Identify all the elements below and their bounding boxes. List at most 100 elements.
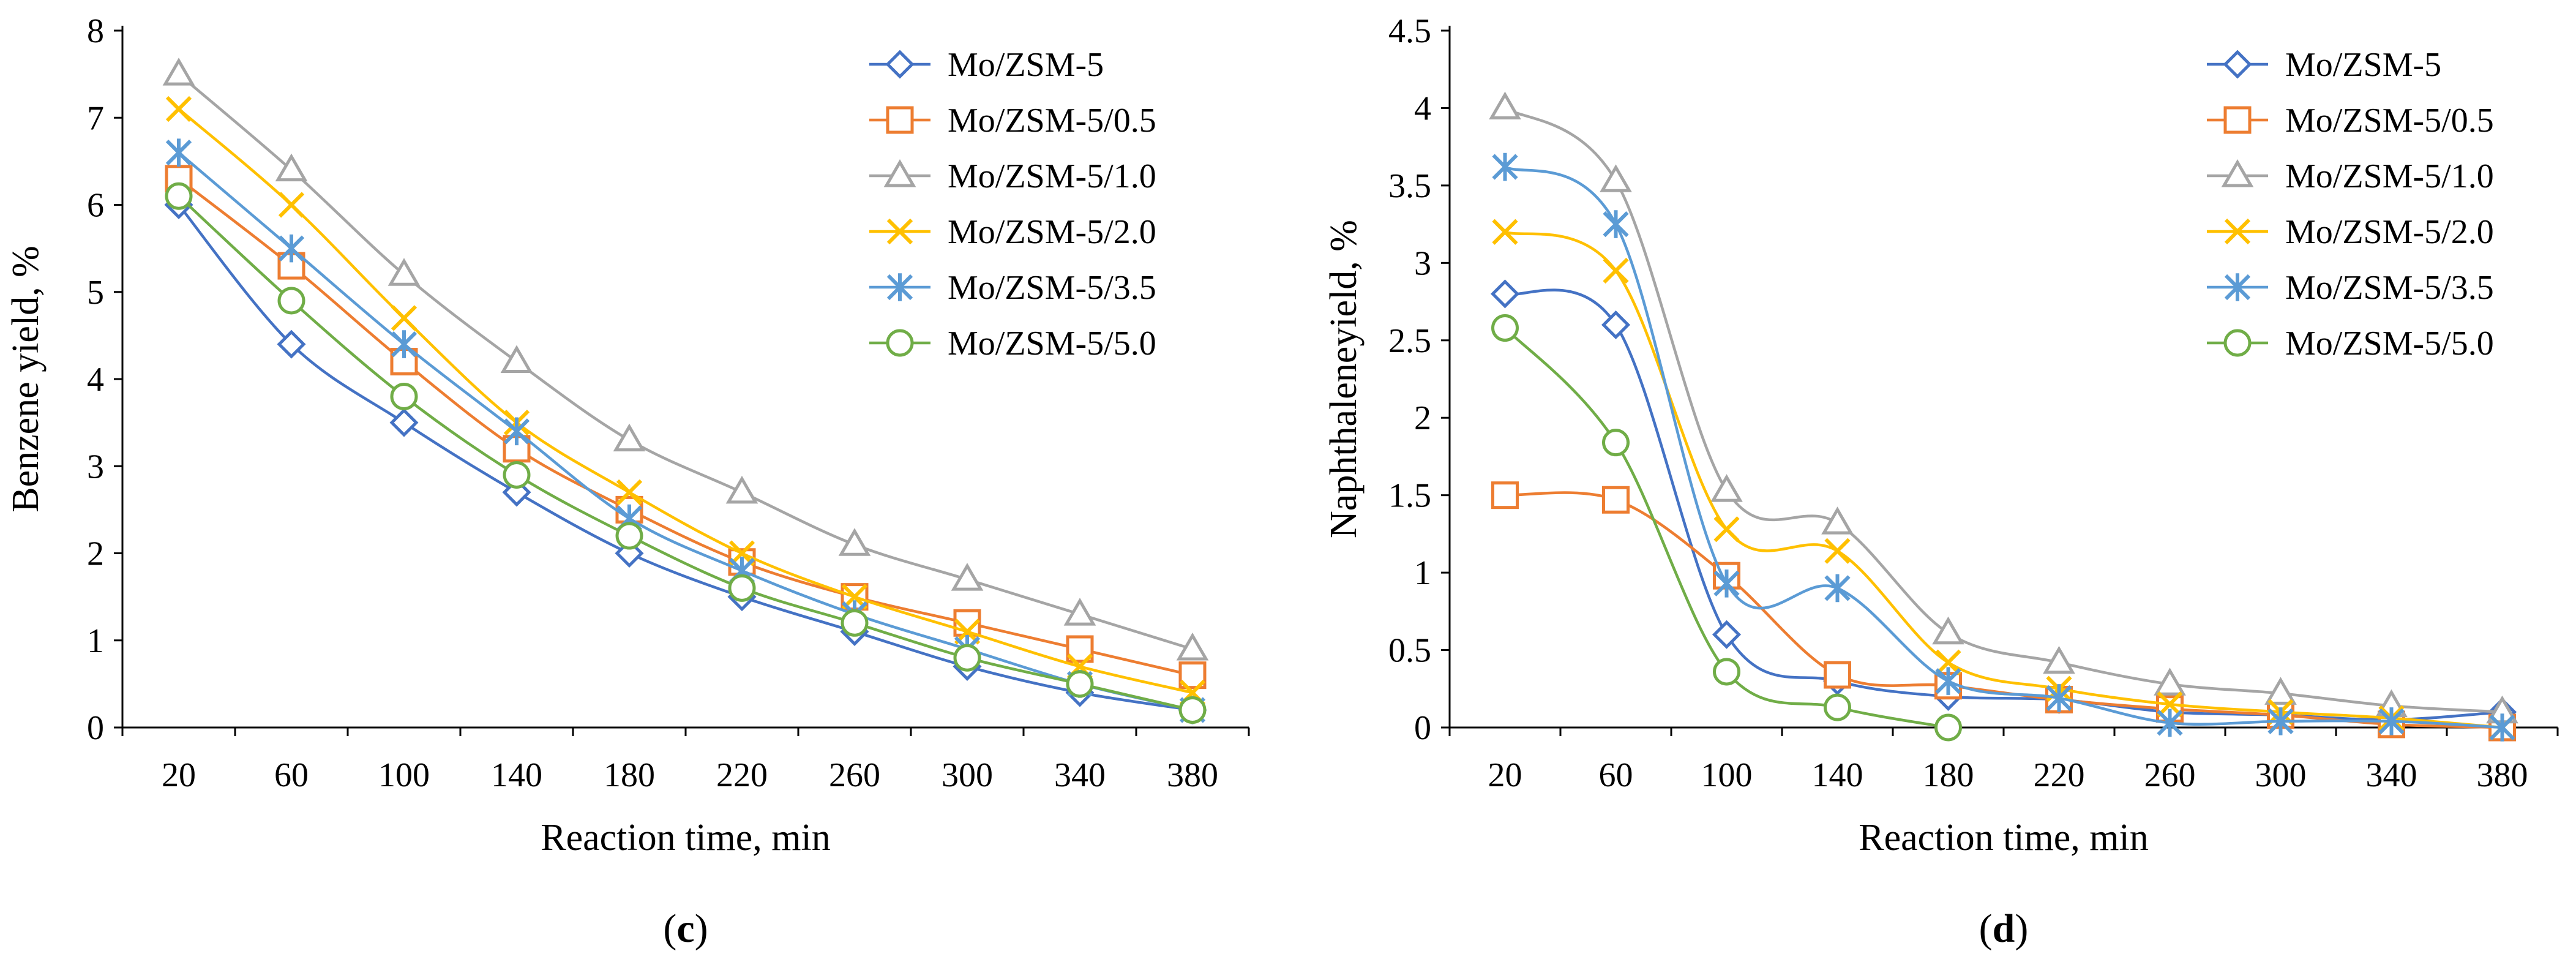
legend-marker-square bbox=[2223, 106, 2252, 134]
legend: Mo/ZSM-5 Mo/ZSM-5/0.5 Mo/ZSM-5/1.0 Mo/ZSM-5… bbox=[2207, 46, 2494, 363]
data-point-square bbox=[1491, 481, 1519, 509]
legend-marker-star bbox=[886, 273, 913, 301]
data-point-circle bbox=[390, 382, 418, 410]
panel-label: (c) bbox=[663, 906, 708, 951]
series-line bbox=[178, 178, 1193, 677]
y-tick-label: 0 bbox=[87, 709, 104, 747]
data-point-circle bbox=[953, 644, 981, 672]
chart-panel-c: 0 1 2 3 4 5 6 7 8 20 60 100 140 180 220 260 300 340 380 Rea… bbox=[5, 12, 1250, 951]
chart-panel-d: 0 0.5 1 1.5 2 2.5 3 3.5 4 4.5 20 60 100 140 180 220 260 3… bbox=[1323, 12, 2559, 951]
data-point-circle bbox=[1491, 314, 1519, 342]
legend-marker-x bbox=[2224, 218, 2251, 245]
legend-item: Mo/ZSM-5/3.5 bbox=[869, 269, 1156, 307]
legend-label: Mo/ZSM-5/5.0 bbox=[948, 325, 1156, 363]
data-point-triangle bbox=[500, 345, 533, 374]
x-tick-label: 380 bbox=[1167, 756, 1218, 794]
x-tick-label: 180 bbox=[604, 756, 655, 794]
legend-label: Mo/ZSM-5/2.0 bbox=[948, 213, 1156, 251]
x-tick-label: 20 bbox=[1488, 756, 1522, 794]
data-point-triangle bbox=[613, 423, 646, 452]
legend-label: Mo/ZSM-5/2.0 bbox=[2285, 213, 2494, 251]
data-point-circle bbox=[1713, 658, 1740, 686]
data-point-triangle bbox=[1821, 506, 1854, 535]
y-axis-title: Naphthaleneyield, % bbox=[1323, 220, 1365, 538]
x-axis-title: Reaction time, min bbox=[541, 817, 831, 859]
series-line bbox=[1504, 165, 2503, 729]
data-point-diamond bbox=[1601, 310, 1631, 340]
legend-item: Mo/ZSM-5/3.5 bbox=[2207, 269, 2494, 307]
data-point-x bbox=[391, 305, 417, 331]
data-point-circle bbox=[1178, 696, 1207, 724]
legend-marker-x bbox=[886, 218, 913, 245]
data-point-circle bbox=[1824, 693, 1851, 721]
y-tick-label: 2 bbox=[87, 535, 104, 573]
x-tick-label: 180 bbox=[1923, 756, 1974, 794]
x-tick-label: 300 bbox=[2255, 756, 2307, 794]
y-tick-label: 6 bbox=[87, 187, 104, 225]
legend-item: Mo/ZSM-5 bbox=[869, 46, 1104, 84]
data-point-triangle bbox=[1489, 91, 1521, 119]
x-tick-label: 100 bbox=[1701, 756, 1753, 794]
y-tick-label: 2.5 bbox=[1388, 322, 1431, 360]
data-point-star bbox=[1603, 210, 1629, 238]
data-point-triangle bbox=[2154, 667, 2186, 696]
x-tick-label: 380 bbox=[2477, 756, 2528, 794]
legend-item: Mo/ZSM-5/5.0 bbox=[2207, 325, 2494, 363]
x-tick-label: 140 bbox=[491, 756, 542, 794]
legend-item: Mo/ZSM-5/2.0 bbox=[2207, 213, 2494, 251]
data-point-triangle bbox=[162, 58, 195, 86]
data-point-diamond bbox=[1490, 279, 1520, 309]
data-point-star bbox=[1935, 667, 1961, 695]
y-axis-title: Benzene yield, % bbox=[5, 246, 47, 513]
y-tick-label: 4 bbox=[1414, 89, 1431, 127]
data-point-x bbox=[1492, 219, 1518, 245]
data-point-star bbox=[2046, 684, 2072, 712]
data-point-circle bbox=[165, 182, 193, 210]
series-line bbox=[1503, 326, 1949, 729]
data-point-star bbox=[1824, 574, 1851, 603]
panel-label: (d) bbox=[1979, 906, 2029, 951]
legend-marker-star bbox=[2224, 273, 2251, 301]
data-point-triangle bbox=[275, 153, 308, 182]
x-tick-label: 100 bbox=[378, 756, 430, 794]
data-point-triangle bbox=[838, 528, 871, 556]
legend-label: Mo/ZSM-5/0.5 bbox=[2285, 102, 2494, 140]
legend-marker-diamond bbox=[885, 50, 915, 79]
data-point-circle bbox=[1934, 713, 1962, 742]
data-point-star bbox=[1492, 152, 1518, 181]
data-point-star bbox=[2157, 709, 2183, 737]
series-mo-zsm-5-3-5 bbox=[1492, 152, 2515, 742]
x-tick-label: 20 bbox=[162, 756, 196, 794]
legend-label: Mo/ZSM-5/0.5 bbox=[948, 102, 1156, 140]
data-point-star bbox=[278, 234, 305, 263]
legend-item: Mo/ZSM-5/1.0 bbox=[869, 157, 1156, 195]
data-point-square bbox=[1824, 661, 1851, 689]
data-point-diamond bbox=[277, 329, 306, 359]
legend-label: Mo/ZSM-5/3.5 bbox=[2285, 269, 2494, 307]
legend-label: Mo/ZSM-5/1.0 bbox=[948, 157, 1156, 195]
data-point-x bbox=[1713, 516, 1740, 543]
legend-marker-circle bbox=[886, 329, 914, 357]
data-point-square bbox=[1602, 486, 1630, 514]
series-mo-zsm-5-5-0 bbox=[165, 182, 1207, 724]
legend-item: Mo/ZSM-5/0.5 bbox=[2207, 102, 2494, 140]
y-tick-label: 7 bbox=[87, 99, 104, 137]
data-point-x bbox=[616, 479, 643, 506]
legend-marker-diamond bbox=[2223, 50, 2252, 79]
data-point-triangle bbox=[2264, 677, 2297, 705]
series-line bbox=[1505, 491, 2503, 729]
y-tick-label: 3 bbox=[1414, 244, 1431, 282]
data-point-circle bbox=[277, 287, 305, 315]
x-tick-label: 220 bbox=[2034, 756, 2085, 794]
series-line bbox=[178, 151, 1193, 712]
legend-marker-triangle bbox=[883, 159, 916, 187]
x-tick-label: 140 bbox=[1812, 756, 1863, 794]
y-tick-label: 4 bbox=[87, 361, 104, 399]
data-point-star bbox=[1713, 570, 1740, 598]
x-tick-label: 340 bbox=[2366, 756, 2417, 794]
data-point-circle bbox=[728, 574, 756, 602]
x-tick-label: 60 bbox=[274, 756, 309, 794]
data-point-star bbox=[2267, 707, 2294, 735]
legend-marker-circle bbox=[2223, 329, 2252, 357]
